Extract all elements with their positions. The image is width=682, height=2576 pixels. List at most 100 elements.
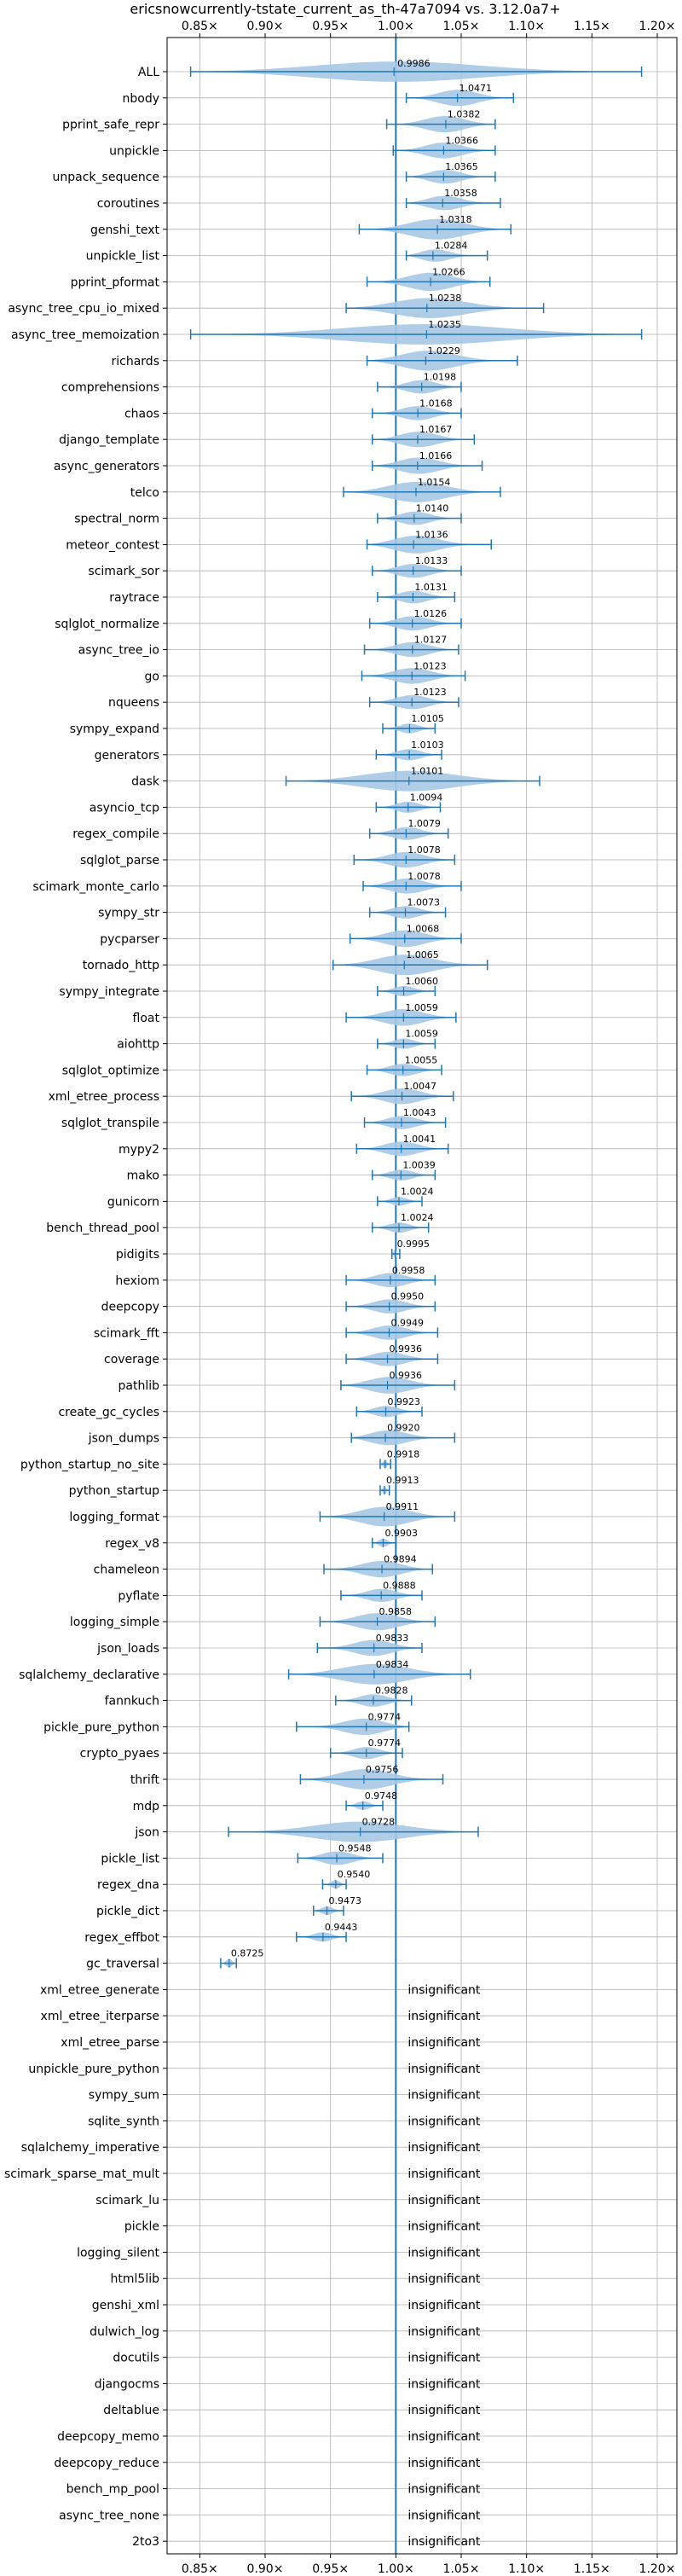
x-tick-label-top: 0.85× (182, 20, 218, 33)
value-label: 0.9888 (383, 1580, 416, 1591)
insignificant-label: insignificant (407, 2430, 481, 2444)
insignificant-label: insignificant (407, 2535, 481, 2549)
category-label: html5lib (111, 2272, 160, 2286)
value-label: 1.0126 (414, 608, 448, 619)
category-label: deltablue (103, 2404, 159, 2417)
value-label: 1.0358 (444, 188, 477, 199)
value-label: 1.0101 (411, 766, 444, 777)
category-label: mypy2 (118, 1143, 159, 1157)
category-label: sympy_sum (89, 2089, 159, 2103)
value-label: 1.0229 (427, 345, 460, 357)
value-label: 1.0284 (435, 241, 468, 252)
x-tick-label-top: 1.15× (574, 20, 610, 33)
category-label: sqlglot_parse (80, 854, 159, 867)
category-label: unpickle (109, 144, 159, 158)
category-label: thrift (130, 1773, 160, 1787)
x-tick-label-bottom: 1.10× (508, 2562, 545, 2576)
value-label: 0.9913 (386, 1475, 419, 1486)
insignificant-label: insignificant (407, 2089, 481, 2103)
insignificant-label: insignificant (407, 2063, 481, 2076)
insignificant-label: insignificant (407, 1983, 481, 1997)
category-label: json (134, 1826, 159, 1840)
value-label: 1.0059 (405, 1002, 438, 1013)
insignificant-label: insignificant (407, 2220, 481, 2234)
value-label: 1.0078 (407, 844, 441, 856)
value-label: 1.0318 (439, 214, 472, 225)
insignificant-label: insignificant (407, 2194, 481, 2208)
category-label: genshi_text (90, 223, 160, 237)
value-label: 1.0168 (419, 397, 453, 409)
value-label: 1.0133 (415, 555, 448, 566)
category-label: deepcopy_reduce (54, 2457, 159, 2470)
value-label: 0.9858 (379, 1606, 413, 1617)
category-label: pprint_pformat (71, 276, 160, 289)
value-label: 1.0060 (406, 976, 439, 987)
value-label: 0.9894 (384, 1554, 417, 1565)
value-label: 0.9950 (391, 1291, 425, 1303)
category-label: meteor_contest (66, 538, 159, 552)
category-label: regex_dna (97, 1878, 159, 1892)
insignificant-label: insignificant (407, 2246, 481, 2260)
category-label: comprehensions (61, 381, 159, 395)
category-label: sympy_integrate (59, 985, 159, 999)
value-label: 0.9748 (365, 1790, 398, 1801)
insignificant-label: insignificant (407, 2167, 481, 2181)
category-label: scimark_fft (94, 1326, 160, 1340)
category-label: bench_mp_pool (66, 2483, 159, 2497)
category-label: asyncio_tcp (90, 801, 159, 815)
insignificant-label: insignificant (407, 2325, 481, 2339)
category-label: json_loads (96, 1642, 159, 1656)
category-label: gc_traversal (86, 1958, 159, 1971)
insignificant-label: insignificant (407, 2299, 481, 2312)
x-tick-label-top: 0.95× (312, 20, 349, 33)
value-label: 0.9923 (388, 1396, 421, 1407)
category-label: float (133, 1012, 160, 1025)
category-label: sqlalchemy_imperative (21, 2141, 159, 2155)
value-label: 0.9995 (397, 1239, 431, 1250)
category-label: pickle_list (101, 1852, 159, 1865)
category-label: async_tree_cpu_io_mixed (8, 302, 159, 316)
category-label: unpickle_pure_python (28, 2063, 159, 2076)
value-label: 0.9986 (397, 58, 431, 69)
x-tick-label-bottom: 1.15× (574, 2562, 610, 2576)
category-label: logging_simple (70, 1616, 159, 1629)
insignificant-label: insignificant (407, 2404, 481, 2417)
category-label: richards (112, 355, 160, 368)
category-label: scimark_sor (88, 565, 159, 578)
labels-layer: 0.85× 0.85× 0.90× 0.90× 0.95× 0.95× 1.00× 1.00×… (4, 20, 675, 2576)
category-label: xml_etree_generate (40, 1983, 159, 1997)
category-label: deepcopy (101, 1301, 159, 1314)
category-label: tornado_http (83, 959, 159, 972)
x-tick-label-top: 1.10× (508, 20, 545, 33)
category-label: django_template (59, 433, 159, 447)
value-label: 1.0166 (419, 450, 452, 461)
value-label: 0.8725 (231, 1948, 264, 1959)
value-label: 0.9903 (384, 1528, 418, 1539)
category-label: bench_thread_pool (46, 1221, 159, 1235)
value-label: 1.0073 (407, 897, 441, 908)
category-label: pprint_safe_repr (62, 119, 159, 132)
category-label: 2to3 (132, 2535, 159, 2549)
category-label: chameleon (94, 1564, 159, 1577)
category-label: sympy_str (98, 907, 159, 920)
value-label: 0.9774 (368, 1711, 402, 1722)
category-label: pickle (124, 2220, 159, 2234)
category-label: logging_silent (77, 2246, 159, 2260)
value-label: 0.9920 (387, 1423, 420, 1434)
value-label: 0.9774 (368, 1738, 402, 1749)
category-label: djangocms (95, 2377, 159, 2391)
insignificant-label: insignificant (407, 2010, 481, 2023)
value-label: 1.0041 (403, 1134, 436, 1145)
value-label: 0.9828 (375, 1685, 408, 1697)
category-label: generators (95, 749, 159, 763)
value-label: 1.0094 (410, 792, 443, 803)
category-label: xml_etree_parse (61, 2036, 159, 2050)
category-label: pathlib (118, 1379, 160, 1393)
value-label: 0.9936 (390, 1343, 423, 1355)
category-label: sympy_expand (70, 722, 159, 736)
category-label: create_gc_cycles (58, 1406, 159, 1419)
category-label: xml_etree_iterparse (41, 2010, 159, 2023)
value-label: 1.0266 (432, 266, 465, 277)
insignificant-label: insignificant (407, 2352, 481, 2365)
